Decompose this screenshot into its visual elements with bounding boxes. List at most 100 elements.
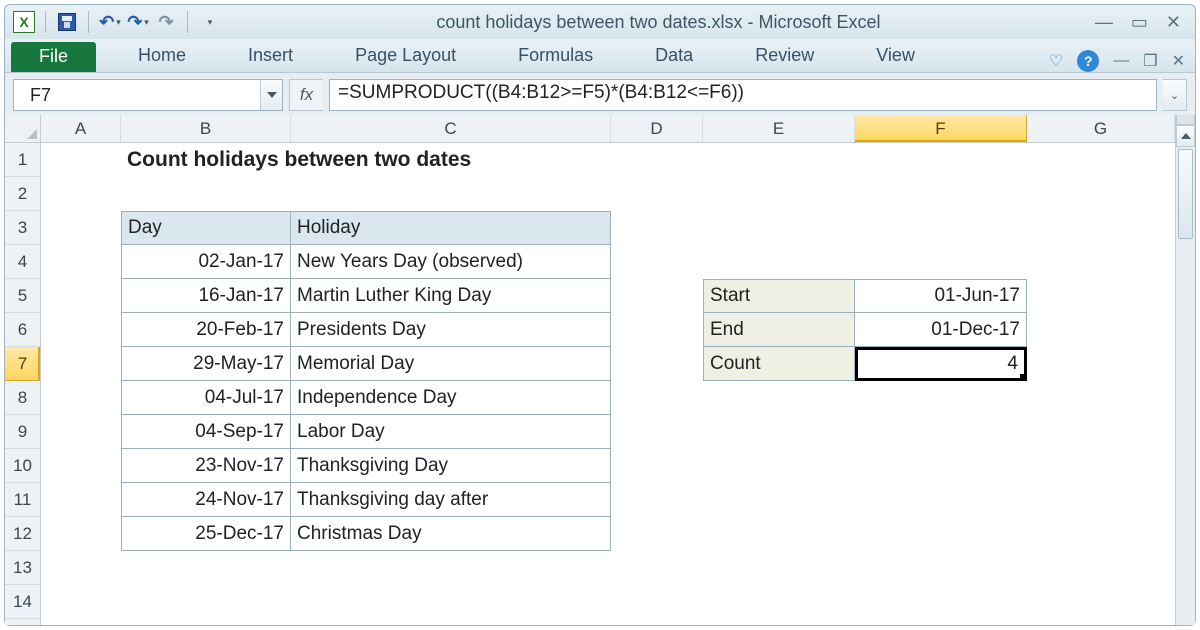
table-cell-day[interactable]: 24-Nov-17 [121,483,291,517]
row-header-13[interactable]: 13 [5,551,40,585]
qat-separator [88,11,89,33]
table-cell-holiday[interactable]: Memorial Day [291,347,611,381]
side-label[interactable]: Count [703,347,855,381]
excel-window: ↶▾ ↷▾ ↷ ▾ count holidays between two dat… [4,4,1196,626]
row-header-1[interactable]: 1 [5,143,40,177]
formula-input[interactable]: =SUMPRODUCT((B4:B12>=F5)*(B4:B12<=F6)) [329,79,1157,111]
grid-body[interactable]: Count holidays between two dates DayHolid… [41,143,1175,625]
column-headers-row: A B C D E F G [5,115,1175,143]
table-cell-day[interactable]: 23-Nov-17 [121,449,291,483]
table-cell-day[interactable]: 04-Jul-17 [121,381,291,415]
undo-button[interactable]: ↶▾ [97,9,123,35]
col-header-G[interactable]: G [1027,115,1175,142]
side-value[interactable]: 01-Jun-17 [855,279,1027,313]
table-cell-holiday[interactable]: Independence Day [291,381,611,415]
tab-home[interactable]: Home [118,41,206,72]
tab-insert[interactable]: Insert [228,41,313,72]
tab-review[interactable]: Review [735,41,834,72]
vertical-scrollbar[interactable] [1175,115,1195,625]
name-box-dropdown[interactable] [260,80,282,110]
table-cell-day[interactable]: 25-Dec-17 [121,517,291,551]
side-value[interactable]: 01-Dec-17 [855,313,1027,347]
excel-icon [13,11,35,33]
file-tab[interactable]: File [11,42,96,72]
save-icon [58,13,76,31]
row-header-5[interactable]: 5 [5,279,40,313]
name-box[interactable]: F7 [13,79,283,111]
scroll-up-button[interactable] [1176,125,1195,147]
row-header-6[interactable]: 6 [5,313,40,347]
row-header-14[interactable]: 14 [5,585,40,619]
chevron-up-icon [1181,133,1191,139]
help-button[interactable]: ? [1077,50,1099,72]
row-header-9[interactable]: 9 [5,415,40,449]
selected-cell[interactable]: 4 [855,347,1027,381]
table-cell-holiday[interactable]: Christmas Day [291,517,611,551]
table-header-day[interactable]: Day [121,211,291,245]
ribbon-minimize-toggle[interactable]: ♡ [1049,51,1063,71]
close-button[interactable]: ✕ [1166,12,1181,33]
table-cell-holiday[interactable]: Presidents Day [291,313,611,347]
tab-view[interactable]: View [856,41,935,72]
sheet-title[interactable]: Count holidays between two dates [121,143,611,177]
row-headers: 1 2 3 4 5 6 7 8 9 10 11 12 13 14 [5,143,41,625]
formula-bar-expand[interactable]: ⌄ [1163,79,1187,111]
maximize-button[interactable]: ▭ [1131,12,1148,33]
doc-restore-button[interactable]: ❐ [1143,51,1157,71]
table-cell-holiday[interactable]: Thanksgiving Day [291,449,611,483]
redo-alt-button[interactable]: ↷ [153,9,179,35]
row-header-3[interactable]: 3 [5,211,40,245]
select-all-corner[interactable] [5,115,41,143]
table-cell-day[interactable]: 02-Jan-17 [121,245,291,279]
side-label[interactable]: End [703,313,855,347]
redo-icon: ↷ [127,12,142,33]
row-header-10[interactable]: 10 [5,449,40,483]
titlebar: ↶▾ ↷▾ ↷ ▾ count holidays between two dat… [5,5,1195,39]
row-header-12[interactable]: 12 [5,517,40,551]
row-header-11[interactable]: 11 [5,483,40,517]
save-button[interactable] [54,9,80,35]
col-header-D[interactable]: D [611,115,703,142]
table-header-holiday[interactable]: Holiday [291,211,611,245]
formula-bar-area: F7 fx =SUMPRODUCT((B4:B12>=F5)*(B4:B12<=… [5,73,1195,115]
col-header-F[interactable]: F [855,115,1027,142]
qat-separator [187,11,188,33]
insert-function-button[interactable]: fx [289,79,323,111]
col-header-C[interactable]: C [291,115,611,142]
table-cell-day[interactable]: 29-May-17 [121,347,291,381]
col-header-B[interactable]: B [121,115,291,142]
row-header-7[interactable]: 7 [5,347,40,381]
row-header-8[interactable]: 8 [5,381,40,415]
minimize-button[interactable]: — [1095,12,1113,33]
table-cell-day[interactable]: 16-Jan-17 [121,279,291,313]
worksheet-area: A B C D E F G 1 2 3 4 5 6 7 [5,115,1195,625]
excel-app-icon[interactable] [11,9,37,35]
qat-customize-button[interactable]: ▾ [196,9,222,35]
table-cell-day[interactable]: 20-Feb-17 [121,313,291,347]
chevron-down-icon: ⌄ [1170,89,1179,102]
doc-close-button[interactable]: ✕ [1172,51,1185,71]
row-header-4[interactable]: 4 [5,245,40,279]
row-header-2[interactable]: 2 [5,177,40,211]
split-handle[interactable] [1176,115,1195,125]
table-cell-holiday[interactable]: Martin Luther King Day [291,279,611,313]
table-cell-holiday[interactable]: Thanksgiving day after [291,483,611,517]
col-header-A[interactable]: A [41,115,121,142]
fill-handle[interactable] [1020,374,1027,381]
table-cell-day[interactable]: 04-Sep-17 [121,415,291,449]
tab-data[interactable]: Data [635,41,713,72]
table-cell-holiday[interactable]: New Years Day (observed) [291,245,611,279]
col-header-E[interactable]: E [703,115,855,142]
chevron-down-icon: ▾ [144,17,149,28]
scroll-track[interactable] [1176,147,1195,625]
doc-minimize-button[interactable]: — [1113,52,1129,70]
tab-page-layout[interactable]: Page Layout [335,41,476,72]
quick-access-toolbar: ↶▾ ↷▾ ↷ ▾ [11,9,222,35]
scroll-thumb[interactable] [1178,149,1193,239]
side-label[interactable]: Start [703,279,855,313]
table-cell-holiday[interactable]: Labor Day [291,415,611,449]
tab-formulas[interactable]: Formulas [498,41,613,72]
window-controls: — ▭ ✕ [1095,12,1189,33]
chevron-down-icon: ▾ [116,17,121,28]
redo-button[interactable]: ↷▾ [125,9,151,35]
